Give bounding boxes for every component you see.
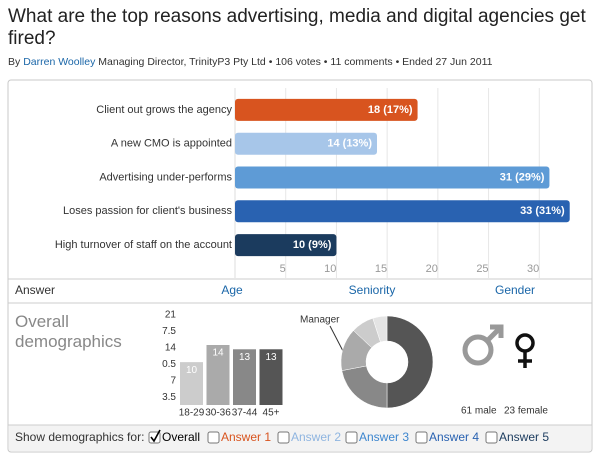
bar: [235, 234, 337, 257]
checkbox[interactable]: [277, 431, 290, 444]
check-mark: [150, 429, 161, 443]
x-tick-label: 20: [426, 263, 438, 275]
x-tick-label: 30: [527, 263, 539, 275]
category-label: Client out grows the agency: [96, 104, 232, 116]
demographics-title: Overall demographics: [15, 312, 122, 351]
x-tick-label: 5: [280, 263, 286, 275]
value-label: 13: [239, 352, 251, 363]
checkbox[interactable]: [415, 431, 428, 444]
male-symbol: [462, 334, 494, 366]
value-label: 18 (17%): [368, 104, 413, 116]
bar: [235, 132, 377, 155]
bar: [180, 362, 203, 405]
separator: •: [323, 56, 328, 68]
gender-count: 61 male: [461, 406, 497, 417]
by: By: [8, 56, 21, 68]
footer-label: Show demographics for:: [15, 430, 144, 444]
checkbox[interactable]: [485, 431, 498, 444]
value-label: 33 (31%): [520, 205, 565, 217]
x-tick-label: 45+: [263, 408, 280, 419]
female-symbol: [518, 351, 532, 368]
bar: [235, 98, 418, 121]
category-label: High turnover of staff on the account: [55, 239, 232, 251]
option-label[interactable]: Overall: [162, 430, 200, 444]
value-label: 31 (29%): [500, 171, 545, 183]
slice-label: Manager: [300, 315, 340, 326]
bar: [259, 349, 283, 405]
option-label[interactable]: Answer 5: [499, 430, 549, 444]
votes: 106 votes: [275, 56, 321, 68]
option-label[interactable]: Answer 1: [221, 430, 271, 444]
x-tick-label: 18-29: [179, 408, 205, 419]
bar: [206, 345, 230, 405]
y-tick-label: 21: [165, 310, 177, 321]
column-header: Answer: [15, 283, 55, 297]
y-tick-label: 14: [165, 343, 177, 354]
x-tick-label: 25: [476, 263, 488, 275]
value-label: 10 (9%): [293, 239, 332, 251]
column-header: Seniority: [349, 283, 396, 297]
option-label[interactable]: Answer 2: [291, 430, 341, 444]
category-label: A new CMO is appointed: [111, 138, 232, 150]
y-tick-label: 7.5: [162, 326, 176, 337]
option-label[interactable]: Answer 3: [359, 430, 409, 444]
separator: •: [268, 56, 273, 68]
y-tick-label: 3.5: [162, 392, 176, 403]
x-tick-label: 37-44: [232, 408, 258, 419]
bar: [235, 166, 550, 189]
y-tick-label: 0.5: [162, 359, 176, 370]
ended: Ended 27 Jun 2011: [402, 56, 493, 68]
value-label: 14 (13%): [327, 138, 372, 150]
role: Managing Director, TrinityP3 Pty Ltd: [98, 56, 266, 68]
value-label: 13: [265, 352, 277, 363]
category-label: Advertising under-performs: [99, 171, 232, 183]
x-tick-label: 30-36: [205, 408, 231, 419]
column-header: Gender: [495, 283, 535, 297]
value-label: 10: [186, 365, 198, 376]
bar: [233, 349, 256, 405]
pie-slice: [386, 315, 434, 409]
option-label[interactable]: Answer 4: [429, 430, 479, 444]
comments: 11 comments: [330, 56, 393, 68]
x-tick-label: 10: [324, 263, 336, 275]
bar: [235, 200, 570, 223]
value-label: 14: [212, 348, 224, 359]
checkbox[interactable]: [345, 431, 358, 444]
byline: By Darren Woolley Managing Director, Tri…: [8, 56, 492, 68]
separator: •: [395, 56, 400, 68]
author-link[interactable]: Darren Woolley: [23, 56, 96, 68]
poll-title: What are the top reasons advertising, me…: [8, 6, 586, 49]
y-tick-label: 7: [170, 376, 176, 387]
gender-count: 23 female: [504, 406, 548, 417]
checkbox[interactable]: [207, 431, 220, 444]
column-header: Age: [221, 283, 243, 297]
category-label: Loses passion for client's business: [63, 205, 233, 217]
pie-slice: [372, 315, 388, 343]
x-tick-label: 15: [375, 263, 387, 275]
male-symbol: [486, 324, 504, 342]
